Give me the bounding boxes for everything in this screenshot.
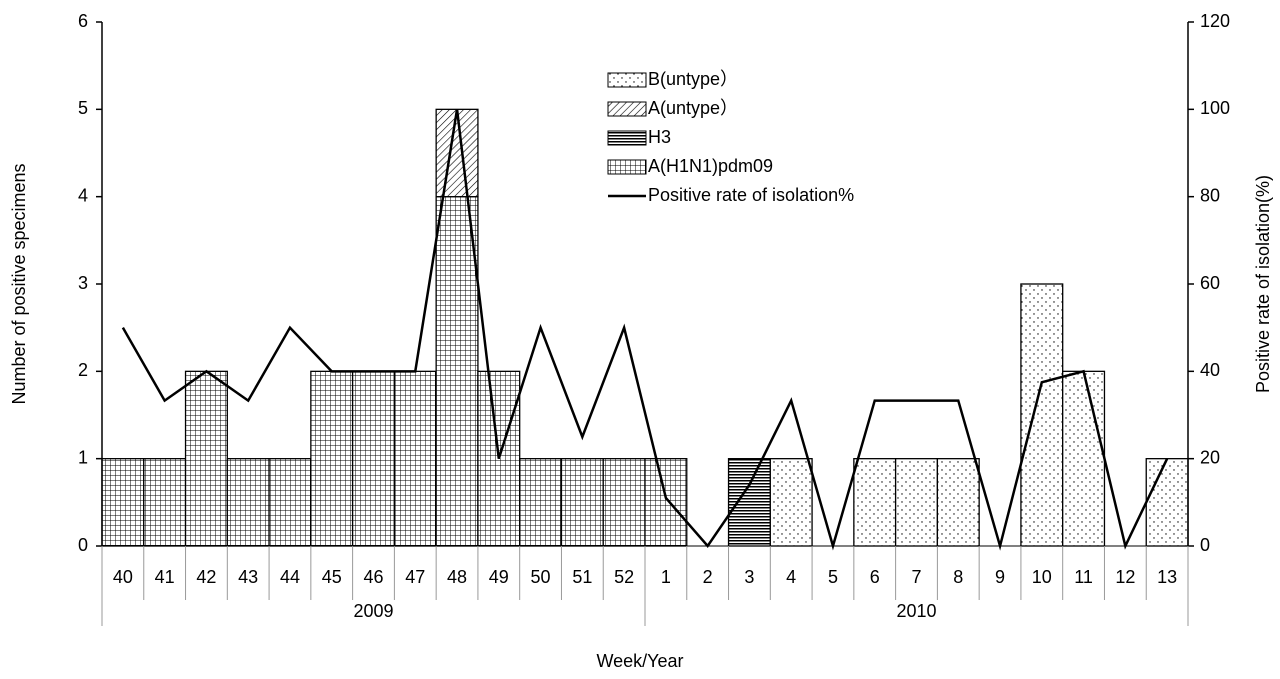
y2-tick-label: 80 [1200,185,1220,205]
x-tick-label: 48 [447,567,467,587]
bar [435,108,479,198]
y-tick-label: 5 [78,98,88,118]
bar [602,458,646,547]
legend-label: A(untype） [648,98,738,118]
bar [519,458,563,547]
legend-label: H3 [648,127,671,147]
bar [727,458,771,547]
bar [560,458,604,547]
legend-label: A(H1N1)pdm09 [648,156,773,176]
bar [393,370,437,547]
x-tick-label: 10 [1032,567,1052,587]
bar [226,458,270,547]
y2-axis-label: Positive rate of isolation(%) [1253,175,1273,393]
legend-swatch [607,72,647,88]
y-tick-label: 4 [78,185,88,205]
bar [310,370,354,547]
y-tick-label: 3 [78,273,88,293]
x-tick-label: 13 [1157,567,1177,587]
group-label: 2009 [353,601,393,621]
x-tick-label: 41 [155,567,175,587]
x-tick-label: 5 [828,567,838,587]
y2-tick-label: 40 [1200,360,1220,380]
x-tick-label: 49 [489,567,509,587]
x-tick-label: 40 [113,567,133,587]
x-tick-label: 6 [870,567,880,587]
y-tick-label: 2 [78,360,88,380]
legend-swatch [607,101,647,117]
bar [769,458,813,547]
x-tick-label: 3 [744,567,754,587]
y2-tick-label: 120 [1200,11,1230,31]
bar [1020,283,1064,547]
x-tick-label: 50 [531,567,551,587]
x-tick-label: 8 [953,567,963,587]
bar [101,458,145,547]
y-axis-label: Number of positive specimens [9,163,29,404]
y2-tick-label: 60 [1200,273,1220,293]
line [121,109,1169,551]
legend-label: B(untype） [648,69,738,89]
legend-swatch [607,130,647,146]
bar [644,458,688,547]
x-tick-label: 4 [786,567,796,587]
x-tick-label: 9 [995,567,1005,587]
x-tick-label: 1 [661,567,671,587]
y-tick-label: 0 [78,535,88,555]
y2-tick-label: 100 [1200,98,1230,118]
x-axis-label: Week/Year [596,651,683,671]
y2-tick-label: 20 [1200,447,1220,467]
x-tick-label: 7 [911,567,921,587]
x-tick-label: 42 [196,567,216,587]
y-tick-label: 1 [78,447,88,467]
x-tick-label: 51 [572,567,592,587]
bar [184,370,228,547]
legend-swatch [607,159,647,175]
legend-label: Positive rate of isolation% [648,185,854,205]
group-label: 2010 [896,601,936,621]
bar [1145,458,1189,547]
bar [853,458,897,547]
x-tick-label: 47 [405,567,425,587]
x-tick-label: 46 [363,567,383,587]
x-tick-label: 2 [703,567,713,587]
x-tick-label: 45 [322,567,342,587]
bar [268,458,312,547]
bar [143,458,187,547]
x-tick-label: 43 [238,567,258,587]
bar [351,370,396,547]
x-tick-label: 52 [614,567,634,587]
bar [1062,370,1106,547]
x-tick-label: 12 [1115,567,1135,587]
x-tick-label: 11 [1074,567,1093,587]
y2-tick-label: 0 [1200,535,1210,555]
bar [894,458,939,547]
x-tick-label: 44 [280,567,300,587]
bar [936,458,980,547]
bar [435,196,479,547]
y-tick-label: 6 [78,11,88,31]
